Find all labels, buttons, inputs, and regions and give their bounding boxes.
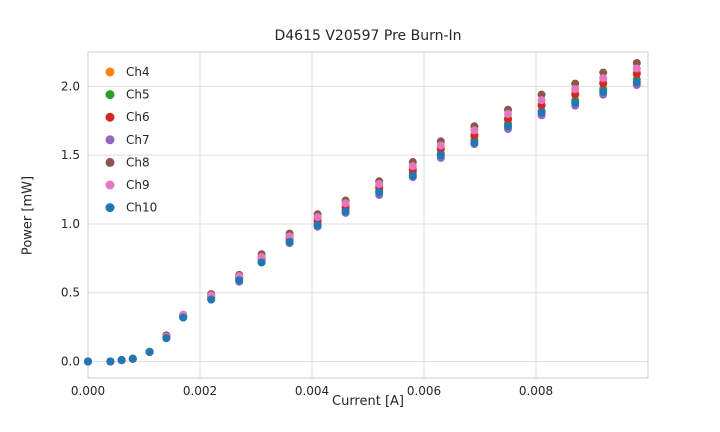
data-point-ch9 bbox=[571, 85, 580, 94]
x-tick-label: 0.008 bbox=[519, 384, 553, 398]
data-point-ch9 bbox=[537, 96, 546, 105]
data-point-ch6 bbox=[632, 70, 641, 79]
data-point-ch9 bbox=[313, 213, 322, 222]
legend-marker-ch8 bbox=[105, 157, 115, 167]
chart-title: D4615 V20597 Pre Burn-In bbox=[274, 28, 462, 44]
data-point-ch10 bbox=[285, 237, 294, 246]
data-point-ch10 bbox=[207, 295, 216, 304]
data-point-ch10 bbox=[145, 347, 154, 356]
legend-label-ch10: Ch10 bbox=[126, 201, 157, 215]
data-point-ch10 bbox=[408, 171, 417, 180]
data-point-ch10 bbox=[313, 221, 322, 230]
data-point-ch6 bbox=[599, 79, 608, 88]
y-tick-label: 1.5 bbox=[61, 148, 80, 162]
data-point-ch10 bbox=[571, 98, 580, 107]
x-tick-label: 0.002 bbox=[183, 384, 217, 398]
data-point-ch9 bbox=[257, 252, 266, 261]
legend-label-ch8: Ch8 bbox=[126, 155, 150, 169]
data-point-ch10 bbox=[632, 78, 641, 87]
data-point-ch10 bbox=[257, 258, 266, 267]
legend-marker-ch7 bbox=[105, 135, 115, 145]
y-tick-label: 2.0 bbox=[61, 79, 80, 93]
data-point-ch6 bbox=[571, 90, 580, 99]
data-point-ch10 bbox=[179, 313, 188, 322]
legend-marker-ch5 bbox=[105, 90, 115, 100]
data-point-ch9 bbox=[470, 126, 479, 135]
y-axis-label: Power [mW] bbox=[20, 175, 36, 256]
legend-marker-ch10 bbox=[105, 203, 115, 213]
data-point-ch10 bbox=[470, 138, 479, 147]
data-point-ch10 bbox=[599, 87, 608, 96]
data-point-ch6 bbox=[537, 101, 546, 110]
y-tick-label: 1.0 bbox=[61, 217, 80, 231]
data-point-ch10 bbox=[235, 276, 244, 285]
data-point-ch9 bbox=[375, 180, 384, 189]
data-point-ch10 bbox=[162, 334, 171, 343]
data-point-ch10 bbox=[84, 357, 92, 366]
data-point-ch9 bbox=[632, 64, 641, 73]
legend-marker-ch6 bbox=[105, 112, 115, 122]
legend-label-ch7: Ch7 bbox=[126, 133, 150, 147]
data-point-ch10 bbox=[128, 354, 137, 363]
data-point-ch10 bbox=[106, 357, 115, 366]
legend-label-ch5: Ch5 bbox=[126, 88, 150, 102]
x-tick-label: 0.000 bbox=[71, 384, 105, 398]
data-point-ch8 bbox=[632, 59, 641, 68]
legend-marker-ch9 bbox=[105, 180, 115, 190]
y-tick-label: 0.0 bbox=[61, 354, 80, 368]
data-point-ch9 bbox=[408, 162, 417, 171]
data-point-ch9 bbox=[341, 199, 350, 208]
x-tick-label: 0.006 bbox=[407, 384, 441, 398]
data-point-ch9 bbox=[285, 232, 294, 241]
x-tick-label: 0.004 bbox=[295, 384, 329, 398]
data-point-ch10 bbox=[436, 151, 445, 160]
plot-border bbox=[87, 51, 649, 379]
data-point-ch8 bbox=[571, 79, 580, 88]
data-point-ch10 bbox=[504, 122, 512, 131]
plot-background bbox=[88, 52, 648, 378]
data-point-ch8 bbox=[599, 68, 608, 77]
data-point-ch9 bbox=[436, 141, 445, 150]
legend-label-ch9: Ch9 bbox=[126, 178, 150, 192]
data-point-ch6 bbox=[504, 115, 512, 124]
legend-marker-ch4 bbox=[105, 67, 115, 77]
data-point-ch10 bbox=[341, 207, 350, 216]
data-point-ch8 bbox=[537, 90, 546, 99]
legend-label-ch4: Ch4 bbox=[126, 65, 150, 79]
y-tick-label: 0.5 bbox=[61, 286, 80, 300]
legend-label-ch6: Ch6 bbox=[126, 110, 150, 124]
x-axis-label: Current [A] bbox=[332, 394, 404, 409]
data-point-ch10 bbox=[375, 188, 384, 197]
data-point-ch9 bbox=[504, 109, 512, 118]
data-point-ch6 bbox=[470, 131, 479, 140]
data-point-ch10 bbox=[117, 356, 126, 365]
data-point-ch9 bbox=[599, 74, 608, 83]
data-point-ch10 bbox=[537, 108, 546, 117]
